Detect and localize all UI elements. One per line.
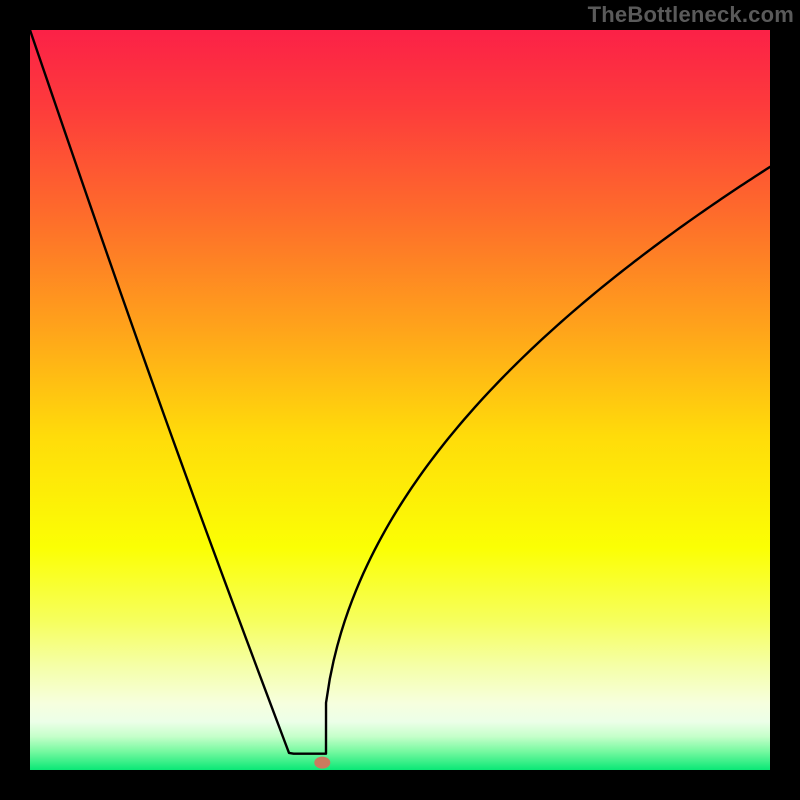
plot-area xyxy=(30,30,770,770)
chart-container: TheBottleneck.com xyxy=(0,0,800,800)
plot-svg xyxy=(30,30,770,770)
minimum-marker xyxy=(314,757,330,769)
gradient-background xyxy=(30,30,770,770)
watermark-text: TheBottleneck.com xyxy=(588,2,794,28)
